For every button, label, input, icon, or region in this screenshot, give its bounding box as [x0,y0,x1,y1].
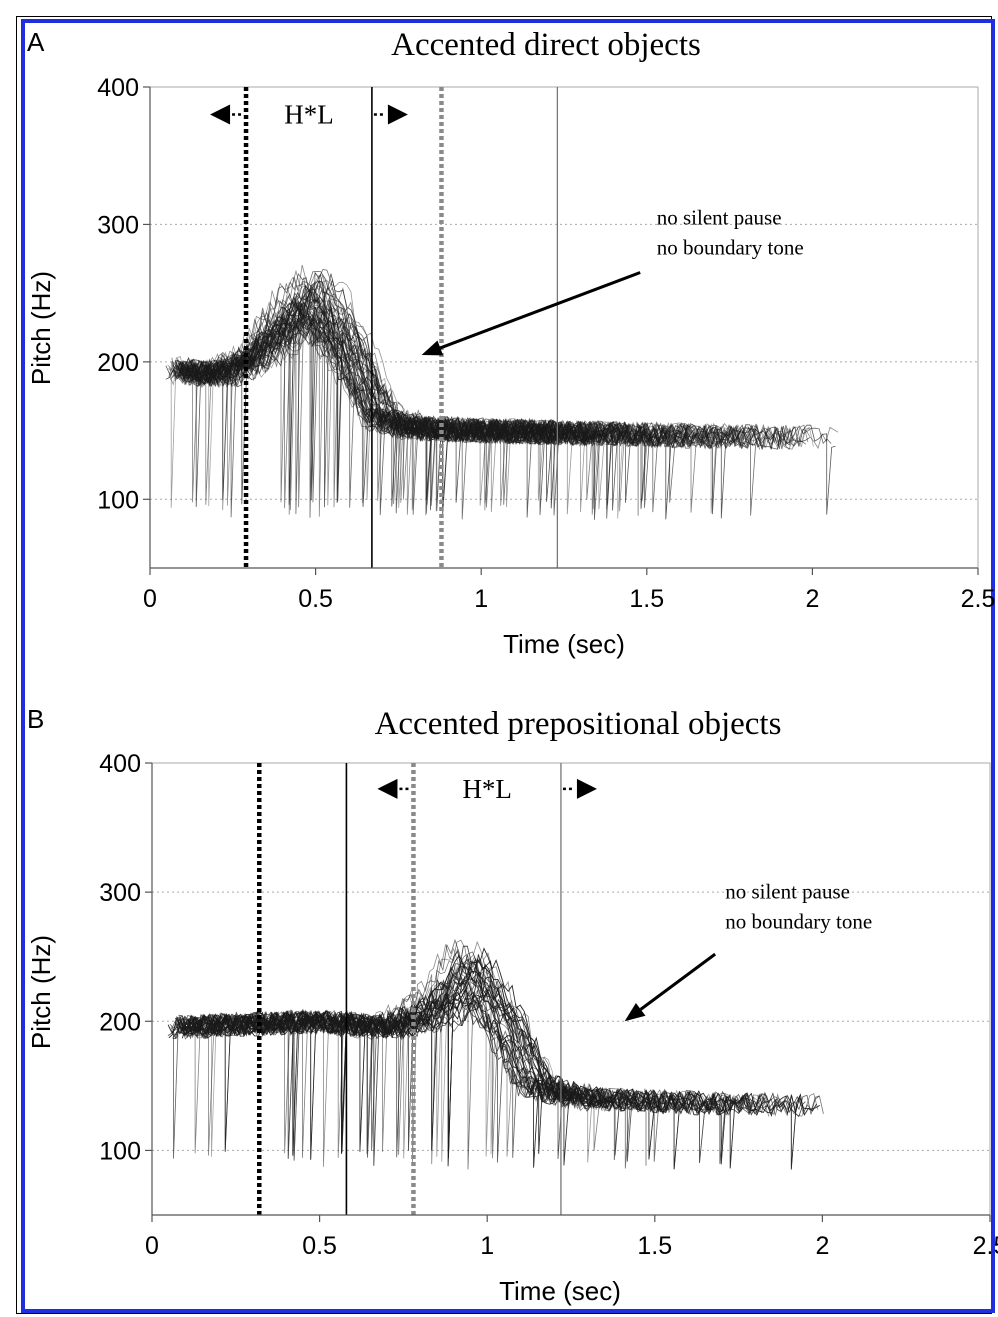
chart-title: Accented direct objects [391,27,701,63]
pitch-trace [190,989,560,1168]
x-tick-label: 2.5 [961,585,996,613]
y-tick-label: 100 [97,486,139,514]
pitch-trace [171,286,749,513]
x-tick-label: 0 [143,585,157,613]
pitch-trace [170,940,623,1167]
y-tick-label: 300 [97,211,139,239]
y-tick-label: 100 [99,1137,141,1165]
y-axis-label: Pitch (Hz) [26,935,56,1049]
y-tick-label: 200 [97,349,139,377]
y-axis-label: Pitch (Hz) [26,271,56,385]
x-axis-label: Time (sec) [499,1276,621,1306]
pitch-trace [174,985,766,1164]
pitch-trace [183,280,550,444]
panel-letter: B [27,704,44,734]
pitch-trace [179,301,761,508]
pitch-trace [176,312,553,507]
hl-label: H*L [462,774,512,804]
x-tick-label: 0.5 [298,585,333,613]
y-tick-label: 200 [99,1008,141,1036]
pitch-trace [171,990,668,1162]
pitch-trace [174,988,804,1118]
annotation-arrow-shaft [439,271,641,350]
pitch-trace [170,280,737,511]
chart-title: Accented prepositional objects [375,706,782,742]
x-tick-label: 0.5 [302,1232,337,1260]
annotation-arrow-icon [624,1002,646,1022]
pitch-trace [180,271,641,515]
pitch-trace [168,976,817,1170]
annotation-line-1: no silent pause [657,205,782,229]
pitch-trace [187,274,760,450]
arrow-right-icon [387,104,408,125]
pitch-trace [172,273,794,516]
arrow-left-icon [377,778,398,799]
panel-letter: A [27,27,45,57]
x-tick-label: 2 [805,585,819,613]
blue-border [21,19,995,1313]
hl-label: H*L [284,99,334,129]
x-tick-label: 1.5 [637,1232,672,1260]
x-tick-label: 2 [815,1232,829,1260]
annotation-arrow-icon [421,340,444,356]
pitch-trace [174,272,577,446]
pitch-trace [186,958,619,1158]
pitch-trace [181,963,731,1151]
x-tick-label: 2.5 [973,1232,998,1260]
pitch-trace [172,283,751,500]
pitch-trace [182,944,607,1165]
x-tick-label: 0 [145,1232,159,1260]
panel-b: B Accented prepositional objects 100 200 3… [26,704,998,1306]
arrow-left-icon [210,104,231,125]
pitch-trace [176,285,656,503]
pitch-trace [174,308,729,505]
annotation-arrow-shaft [639,952,717,1011]
y-tick-label: 400 [99,750,141,778]
arrow-right-icon [576,778,597,799]
pitch-trace [180,269,600,515]
plot-frame [151,762,991,1216]
pitch-trace [180,952,819,1158]
annotation-line-2: no boundary tone [657,235,804,259]
annotation-line-2: no boundary tone [725,910,872,934]
pitch-trace [174,988,804,1118]
pitch-trace [167,274,814,519]
pitch-trace [186,958,619,1158]
outer-border [16,16,992,1314]
y-tick-label: 300 [99,879,141,907]
x-tick-label: 1.5 [629,585,664,613]
annotation-line-1: no silent pause [725,880,850,904]
pitch-trace [178,286,809,508]
x-axis-label: Time (sec) [503,629,625,659]
x-tick-label: 1 [474,585,488,613]
y-tick-label: 400 [97,74,139,102]
x-tick-label: 1 [480,1232,494,1260]
panel-a: A Accented direct objects 100 200 300 400 0 0… [26,27,995,659]
pitch-trace [178,955,665,1154]
